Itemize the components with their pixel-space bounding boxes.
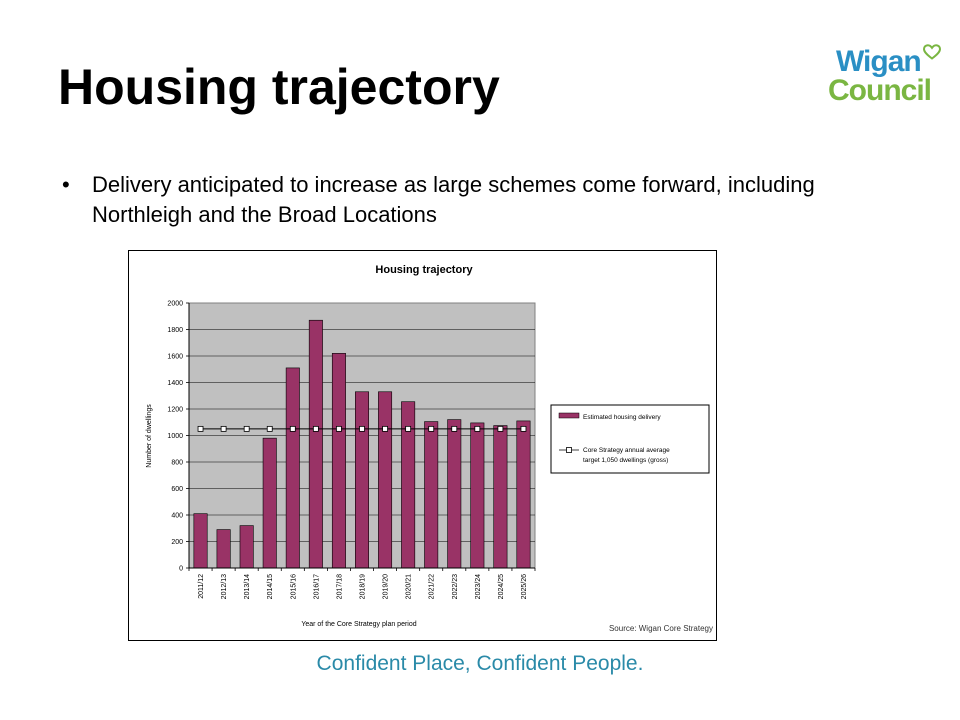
target-point <box>497 425 504 432</box>
x-tick-label: 2015/16 <box>290 574 297 599</box>
y-tick-label: 1600 <box>167 354 183 361</box>
target-point <box>474 425 481 432</box>
bar <box>239 525 254 569</box>
x-tick-label: 2024/25 <box>498 574 505 599</box>
legend-swatch-marker <box>566 447 572 453</box>
target-point <box>266 425 273 432</box>
y-axis: 0 200 400 600 800 1000 1200 1400 1600 1800 2000 <box>167 301 190 573</box>
target-point <box>289 425 296 432</box>
bullet-marker: • <box>62 172 70 197</box>
x-axis: 2011/12 2012/13 2013/14 2014/15 2015/16 2016/… <box>188 567 536 599</box>
legend: Estimated housing delivery Core Strategy… <box>550 404 710 474</box>
bar <box>308 319 323 569</box>
bar <box>516 420 531 569</box>
y-tick-label: 600 <box>171 486 183 493</box>
heart-icon <box>923 44 941 60</box>
legend-label-line-2: target 1,050 dwellings (gross) <box>583 457 668 464</box>
page-title: Housing trajectory <box>58 59 500 115</box>
bar <box>262 437 277 569</box>
y-tick-label: 2000 <box>167 301 183 308</box>
target-point <box>312 425 319 432</box>
tagline: Confident Place, Confident People. <box>316 652 644 675</box>
bar <box>493 425 508 569</box>
y-tick-label: 200 <box>171 539 183 546</box>
y-tick-label: 0 <box>179 566 183 573</box>
x-tick-label: 2022/23 <box>452 574 459 599</box>
bar <box>424 421 439 569</box>
bar <box>355 391 369 569</box>
bar <box>216 529 231 569</box>
x-tick-label: 2019/20 <box>383 574 390 599</box>
target-point <box>405 425 412 432</box>
x-tick-label: 2020/21 <box>406 574 413 599</box>
target-point <box>520 425 527 432</box>
chart-frame: Housing trajectory 0 200 400 600 800 1000 1200… <box>128 250 717 641</box>
x-tick-label: 2025/26 <box>521 574 528 599</box>
logo-line-2: Council <box>828 74 932 107</box>
y-tick-label: 1800 <box>167 327 183 334</box>
bar <box>447 419 462 569</box>
legend-label-line-1: Core Strategy annual average <box>583 447 670 454</box>
x-tick-label: 2012/13 <box>221 574 228 599</box>
x-tick-label: 2018/19 <box>360 574 367 599</box>
x-tick-label: 2011/12 <box>198 574 205 599</box>
legend-label-bar: Estimated housing delivery <box>583 414 661 421</box>
y-tick-label: 1400 <box>167 380 183 387</box>
target-point <box>243 425 250 432</box>
target-point <box>428 425 435 432</box>
x-tick-label: 2017/18 <box>336 574 343 599</box>
bar-series <box>193 319 531 569</box>
x-tick-label: 2023/24 <box>475 574 482 599</box>
y-tick-label: 1000 <box>167 433 183 440</box>
y-tick-label: 800 <box>171 460 183 467</box>
target-point <box>451 425 458 432</box>
y-tick-label: 400 <box>171 513 183 520</box>
housing-trajectory-chart: Housing trajectory 0 200 400 600 800 1000 1200… <box>146 264 713 633</box>
target-line-series <box>197 425 527 432</box>
target-point <box>359 425 365 432</box>
x-tick-label: 2021/22 <box>429 574 436 599</box>
target-point <box>382 425 388 432</box>
x-tick-label: 2013/14 <box>244 574 251 599</box>
bar <box>285 367 300 569</box>
chart-title: Housing trajectory <box>375 264 473 276</box>
y-axis-label: Number of dwellings <box>146 404 153 468</box>
y-tick-label: 1200 <box>167 407 183 414</box>
bar <box>331 353 346 569</box>
bullet-text: Delivery anticipated to increase as larg… <box>92 172 815 227</box>
bar <box>470 422 485 569</box>
bar <box>193 513 208 569</box>
wigan-council-logo: Wigan Council <box>826 44 946 108</box>
bar <box>378 391 393 569</box>
x-tick-label: 2014/15 <box>267 574 274 599</box>
target-point <box>197 425 204 432</box>
chart-source-note: Source: Wigan Core Strategy <box>609 624 713 633</box>
target-point <box>220 425 227 432</box>
x-axis-label: Year of the Core Strategy plan period <box>301 621 416 628</box>
target-point <box>336 425 342 432</box>
x-tick-label: 2016/17 <box>313 574 320 599</box>
logo-line-1: Wigan <box>836 45 922 78</box>
legend-swatch-bar <box>558 412 580 419</box>
